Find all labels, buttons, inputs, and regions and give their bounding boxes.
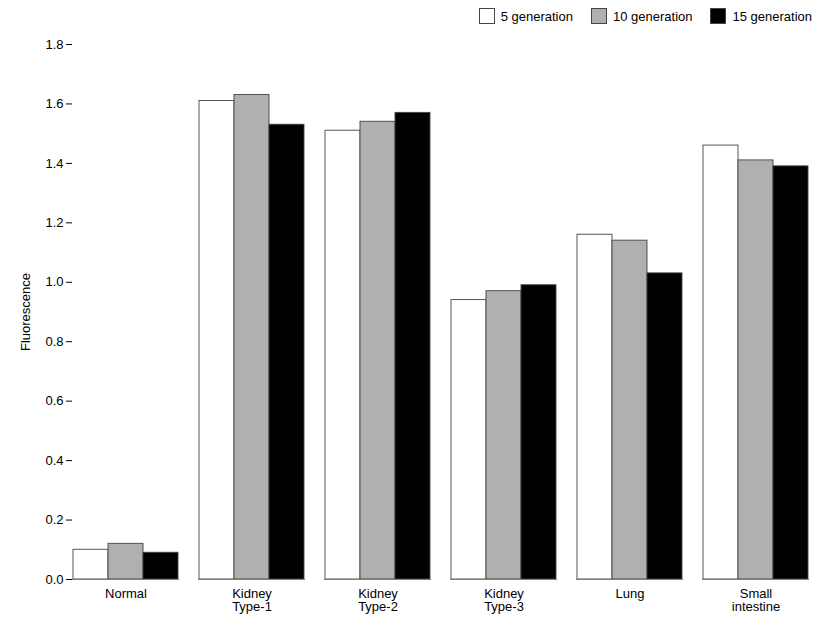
svg-text:1.2: 1.2 — [45, 215, 63, 230]
svg-text:0.2: 0.2 — [45, 512, 63, 527]
svg-text:Normal: Normal — [105, 586, 147, 601]
html-text:15 generation: 15 generation — [732, 8, 812, 24]
html-text:5 generation: 5 generation — [500, 8, 573, 24]
svg-text:Smallintestine: Smallintestine — [732, 586, 780, 614]
svg-text:0.8: 0.8 — [45, 334, 63, 349]
html-text:10 generation: 10 generation — [613, 8, 693, 24]
svg-text:Fluorescence: Fluorescence — [18, 273, 33, 351]
svg-text:1.0: 1.0 — [45, 274, 63, 289]
svg-text:KidneyType-3: KidneyType-3 — [484, 586, 524, 614]
svg-text:0.4: 0.4 — [45, 453, 63, 468]
svg-text:Lung: Lung — [616, 586, 645, 601]
svg-text:KidneyType-1: KidneyType-1 — [232, 586, 272, 614]
svg-text:1.6: 1.6 — [45, 96, 63, 111]
svg-text:KidneyType-2: KidneyType-2 — [358, 586, 398, 614]
svg-text:0.0: 0.0 — [45, 572, 63, 587]
svg-text:1.8: 1.8 — [45, 37, 63, 52]
svg-text:0.6: 0.6 — [45, 393, 63, 408]
svg-text:1.4: 1.4 — [45, 156, 63, 171]
